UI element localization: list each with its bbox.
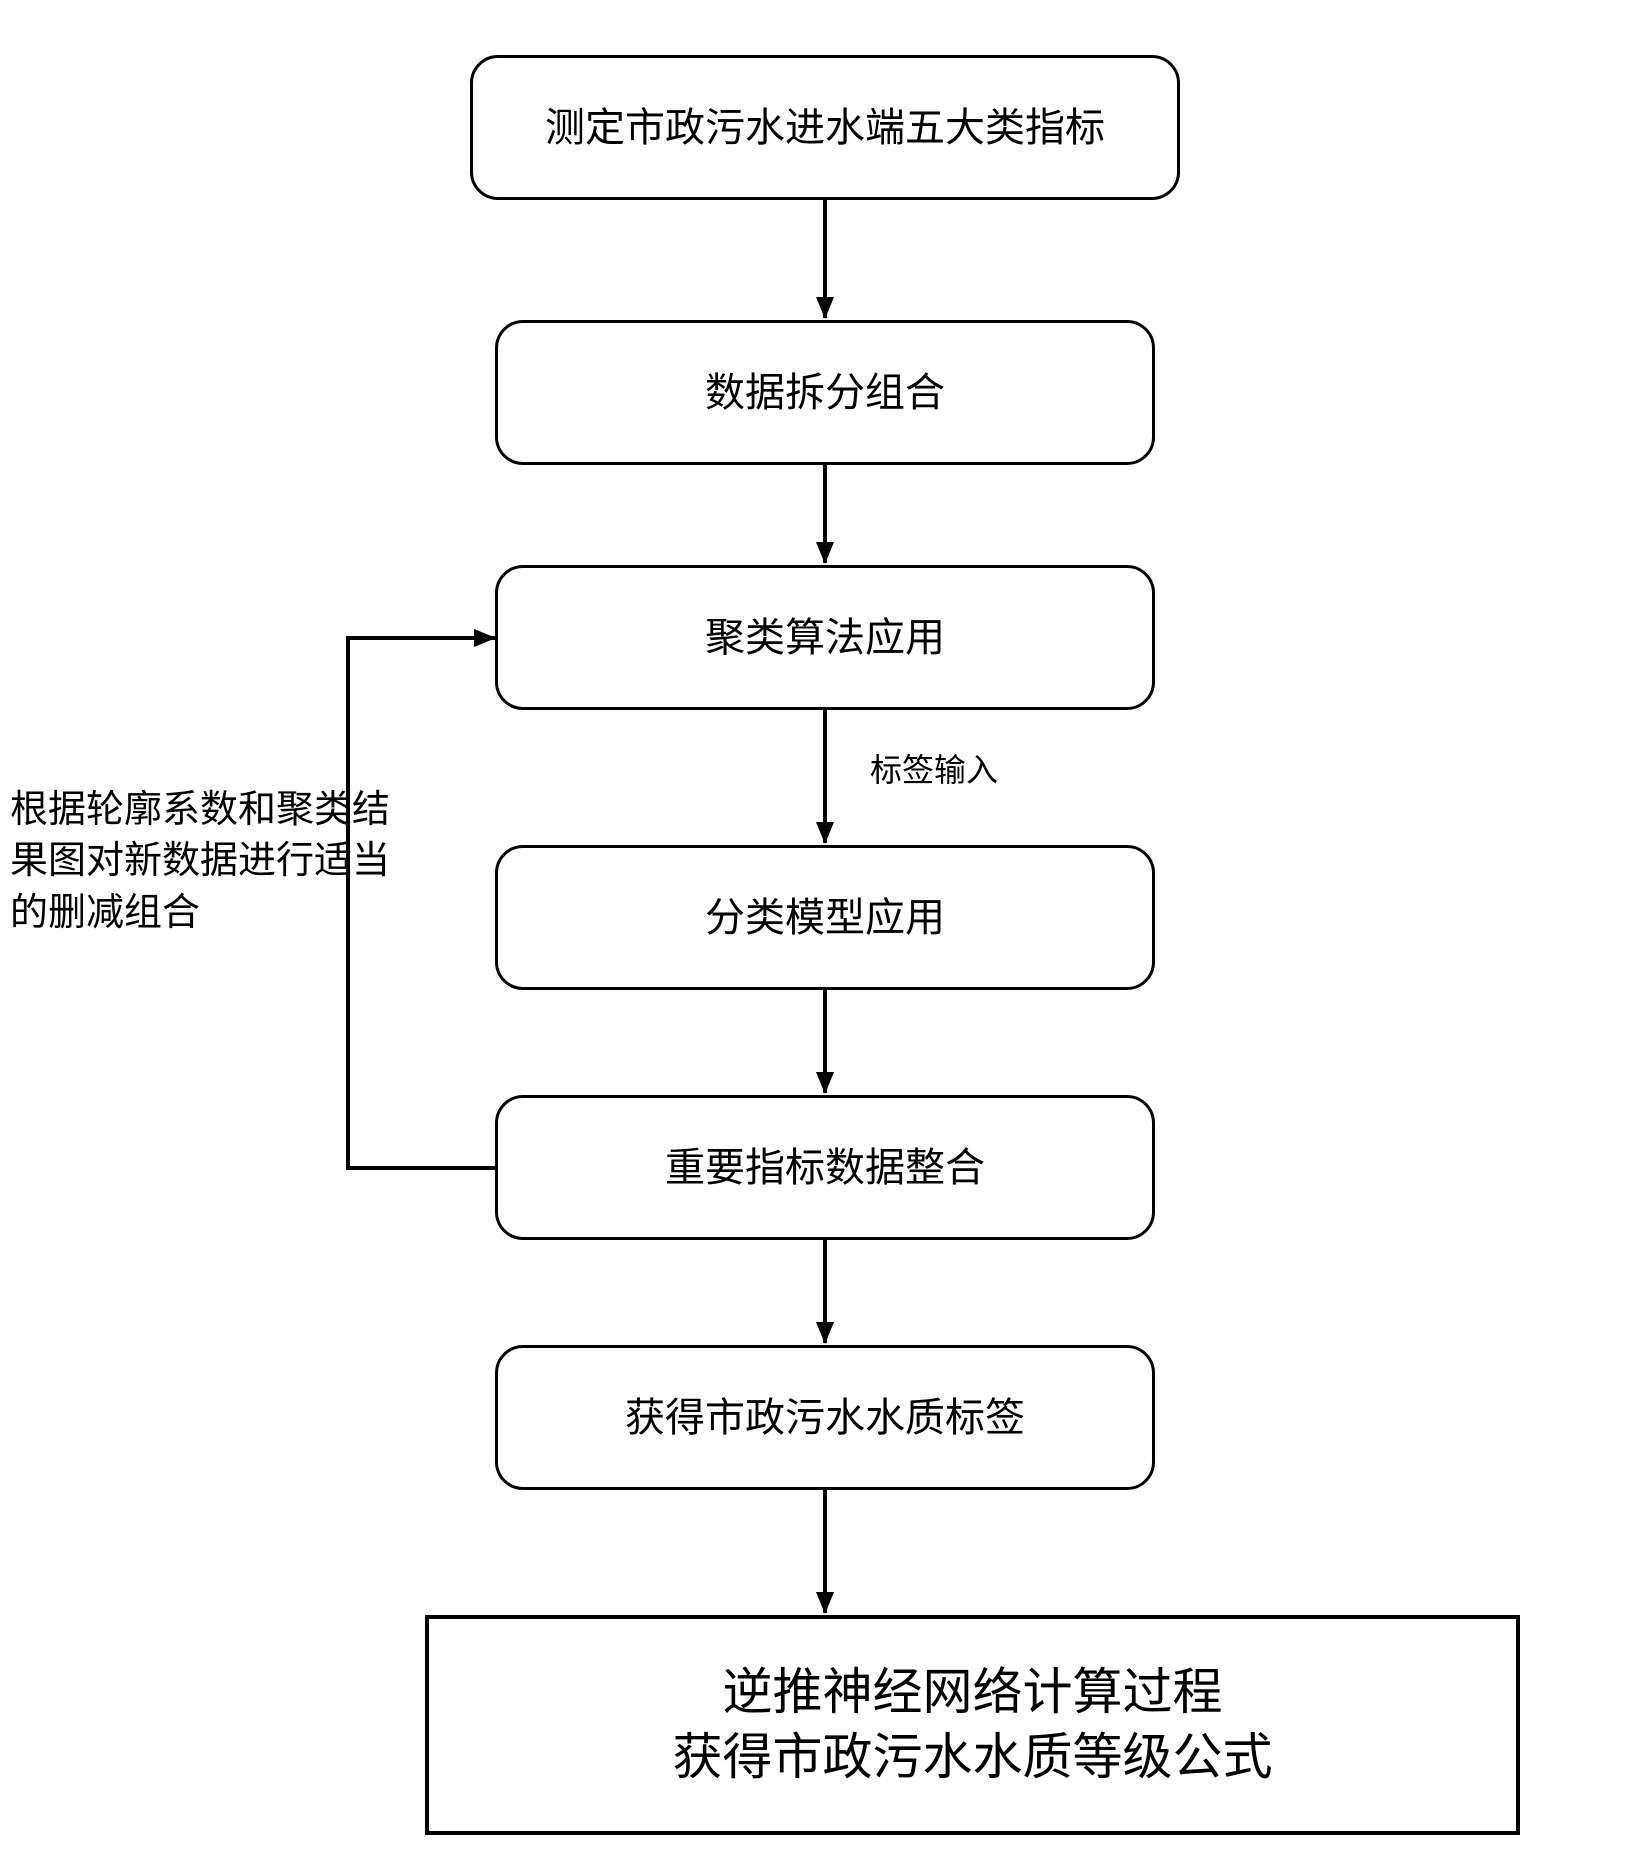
edge-label-n3-n4: 标签输入	[870, 745, 998, 791]
flow-node-n3: 聚类算法应用	[495, 565, 1155, 710]
flowchart-canvas: 测定市政污水进水端五大类指标数据拆分组合聚类算法应用分类模型应用重要指标数据整合…	[0, 0, 1644, 1859]
flow-node-n6: 获得市政污水水质标签	[495, 1345, 1155, 1490]
flow-node-n4: 分类模型应用	[495, 845, 1155, 990]
feedback-annotation: 根据轮廓系数和聚类结 果图对新数据进行适当 的删减组合	[10, 785, 390, 939]
flow-node-n2: 数据拆分组合	[495, 320, 1155, 465]
flow-node-n1: 测定市政污水进水端五大类指标	[470, 55, 1180, 200]
flow-node-n7: 逆推神经网络计算过程 获得市政污水水质等级公式	[425, 1615, 1520, 1835]
flow-node-n5: 重要指标数据整合	[495, 1095, 1155, 1240]
